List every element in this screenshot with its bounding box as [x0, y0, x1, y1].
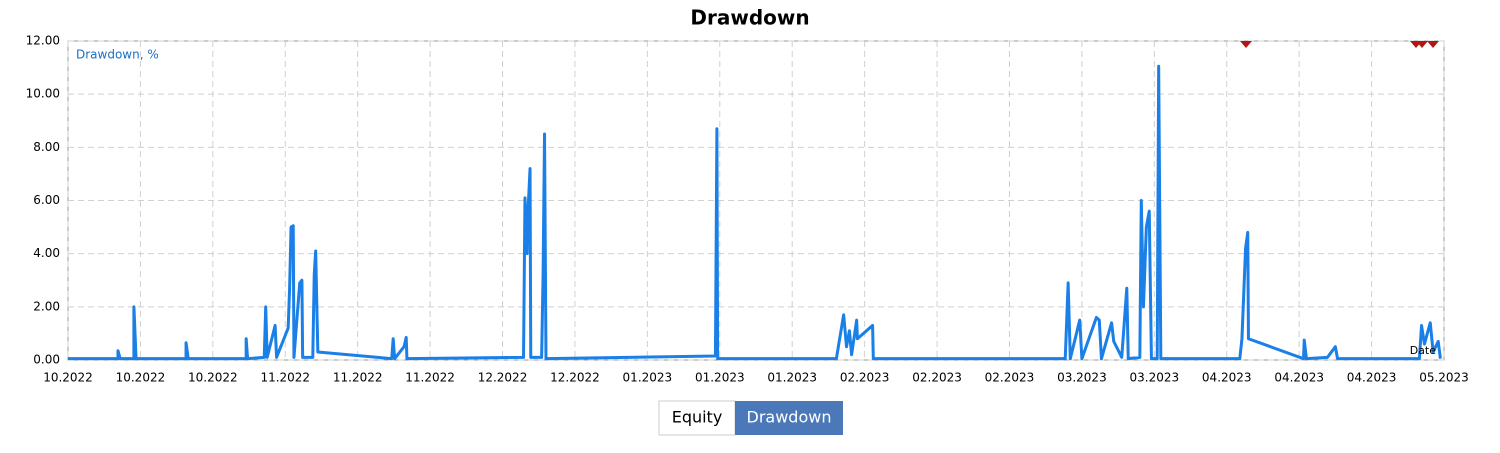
- tab-equity[interactable]: [658, 400, 736, 436]
- deal-markers: [1240, 41, 1439, 48]
- plot-frame: [67, 40, 1445, 361]
- marker: [1240, 41, 1252, 48]
- tab-label[interactable]: Drawdown: [747, 408, 832, 427]
- y-tick-label: 12.00: [26, 34, 60, 48]
- chart-title: Drawdown: [690, 6, 809, 30]
- x-tick-label: 03.2023: [1130, 371, 1180, 385]
- x-tick-label: 01.2023: [695, 371, 745, 385]
- y-tick-label: 2.00: [33, 299, 60, 313]
- x-tick-label: 04.2023: [1347, 371, 1397, 385]
- x-tick-label: 03.2023: [1057, 371, 1107, 385]
- plot: [68, 64, 1442, 361]
- tabs: Equity Drawdown: [658, 400, 843, 436]
- y-tick-label: 4.00: [33, 246, 60, 260]
- x-tick-label: 12.2022: [550, 371, 600, 385]
- x-tick-label: 04.2023: [1202, 371, 1252, 385]
- tab-label[interactable]: Equity: [672, 408, 723, 427]
- tab-drawdown[interactable]: [735, 401, 843, 435]
- y-tick-label: 10.00: [26, 87, 60, 101]
- x-tick-label: 10.2022: [188, 371, 238, 385]
- x-tick-label: 10.2022: [116, 371, 166, 385]
- x-tick-label: 04.2023: [1274, 371, 1324, 385]
- x-tick-label: 02.2023: [840, 371, 890, 385]
- marker: [1427, 41, 1439, 48]
- x-tick-label: 02.2023: [985, 371, 1035, 385]
- y-tick-label: 0.00: [33, 353, 60, 367]
- x-axis-label: Date: [1410, 344, 1437, 357]
- line: [68, 64, 1442, 361]
- x-tick-label: 01.2023: [767, 371, 817, 385]
- x-tick-label: 12.2022: [478, 371, 528, 385]
- x-tick-label: 01.2023: [623, 371, 673, 385]
- legend: Drawdown, %: [76, 48, 159, 62]
- x-tick-label: 11.2022: [260, 371, 310, 385]
- x-tick-label: 11.2022: [333, 371, 383, 385]
- marker: [1416, 41, 1428, 48]
- y-tick-label: 8.00: [33, 140, 60, 154]
- x-tick-label: 10.2022: [43, 371, 93, 385]
- x-tick-label: 11.2022: [405, 371, 455, 385]
- x-tick-label: 02.2023: [912, 371, 962, 385]
- grid: [67, 40, 1445, 361]
- y-tick-label: 6.00: [33, 193, 60, 207]
- x-tick-label: 05.2023: [1419, 371, 1469, 385]
